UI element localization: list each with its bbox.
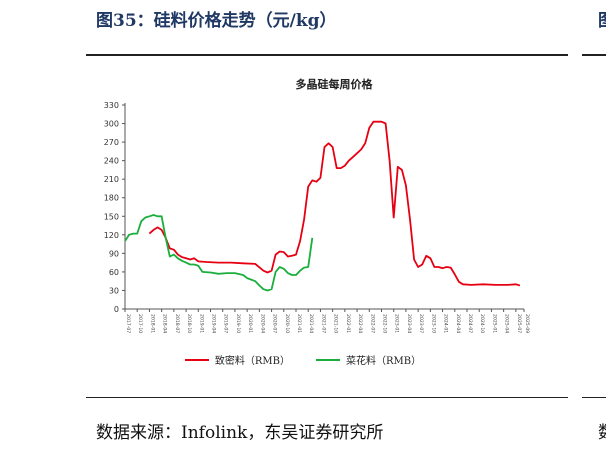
x-tick-label-2021-01: 2021-01: [296, 314, 302, 333]
y-tick-label-180: 180: [104, 194, 119, 203]
x-tick-label-2025-09: 2025-09: [524, 314, 530, 333]
x-tick-label-2018-10: 2018-10: [186, 314, 192, 333]
series-line-dense: [148, 120, 521, 287]
bottom-rule: [86, 397, 568, 398]
x-tick-label-2018-01: 2018-01: [149, 314, 155, 333]
x-tick-label-2025-07: 2025-07: [516, 314, 522, 333]
y-tick-label-120: 120: [104, 231, 119, 240]
top-rule: [86, 54, 568, 56]
x-tick-label-2019-07: 2019-07: [223, 314, 229, 333]
x-tick-label-2020-07: 2020-07: [272, 314, 278, 333]
x-tick-label-2019-04: 2019-04: [211, 314, 217, 333]
x-tick-label-2024-01: 2024-01: [443, 314, 449, 333]
x-tick-label-2017-07: 2017-07: [125, 314, 131, 333]
y-tick-label-30: 30: [109, 286, 119, 295]
adjacent-figure-title-fragment: 图: [598, 6, 606, 31]
x-tick-label-2021-10: 2021-10: [333, 314, 339, 333]
x-tick-label-2022-10: 2022-10: [382, 314, 388, 333]
y-tick-label-60: 60: [109, 268, 119, 277]
x-tick-label-2024-04: 2024-04: [455, 314, 461, 333]
legend-swatch-dense: [184, 358, 209, 361]
x-tick-label-2020-01: 2020-01: [247, 314, 253, 333]
x-tick-label-2023-04: 2023-04: [406, 314, 412, 333]
y-tick-label-210: 210: [104, 175, 119, 184]
x-tick-label-2024-10: 2024-10: [479, 314, 485, 333]
adjacent-source-fragment: 数: [598, 418, 606, 443]
legend-item-cauliflower: 菜花料（RMB）: [316, 352, 421, 367]
chart-legend: 致密料（RMB） 菜花料（RMB）: [0, 352, 606, 367]
legend-label-dense: 致密料（RMB）: [214, 356, 290, 367]
x-tick-label-2019-10: 2019-10: [235, 314, 241, 333]
y-tick-label-270: 270: [104, 138, 119, 147]
figure-title: 图35：硅料价格走势（元/kg）: [96, 11, 337, 31]
chart-axes: 0 30 60 90 120 150 180 210 240 270 300 330 2017-07 20…: [104, 101, 530, 333]
x-tick-label-2020-04: 2020-04: [259, 314, 265, 333]
x-tick-label-2023-01: 2023-01: [394, 314, 400, 333]
x-tick-label-2019-01: 2019-01: [198, 314, 204, 333]
x-tick-label-2022-04: 2022-04: [357, 314, 363, 333]
x-tick-label-2020-10: 2020-10: [284, 314, 290, 333]
x-tick-label-2018-04: 2018-04: [162, 314, 168, 333]
x-tick-label-2022-01: 2022-01: [345, 314, 351, 333]
x-tick-label-2021-04: 2021-04: [308, 314, 314, 333]
x-tick-label-2024-07: 2024-07: [467, 314, 473, 333]
y-tick-label-240: 240: [104, 157, 119, 166]
chart-title: 多晶硅每周价格: [295, 78, 373, 91]
y-tick-label-330: 330: [104, 101, 119, 110]
y-tick-label-90: 90: [109, 249, 119, 258]
y-tick-label-0: 0: [114, 305, 119, 314]
legend-label-cauliflower: 菜花料（RMB）: [346, 356, 422, 367]
x-tick-label-2023-10: 2023-10: [430, 314, 436, 333]
x-tick-label-2025-01: 2025-01: [491, 314, 497, 333]
data-source-note: 数据来源：Infolink，东吴证券研究所: [96, 423, 384, 443]
y-tick-label-150: 150: [104, 212, 119, 221]
x-tick-label-2017-10: 2017-10: [137, 314, 143, 333]
x-tick-label-2025-04: 2025-04: [504, 314, 510, 333]
x-tick-label-2021-07: 2021-07: [320, 314, 326, 333]
x-tick-label-2022-07: 2022-07: [369, 314, 375, 333]
x-tick-label-2023-07: 2023-07: [418, 314, 424, 333]
series-line-cauliflower: [124, 214, 314, 292]
y-tick-label-300: 300: [104, 120, 119, 129]
legend-swatch-cauliflower: [316, 358, 340, 361]
adjacent-bottom-rule: [582, 397, 606, 398]
x-tick-label-2018-07: 2018-07: [174, 314, 180, 333]
adjacent-top-rule: [582, 54, 606, 56]
chart-series: [124, 120, 521, 292]
legend-item-dense: 致密料（RMB）: [184, 352, 290, 367]
